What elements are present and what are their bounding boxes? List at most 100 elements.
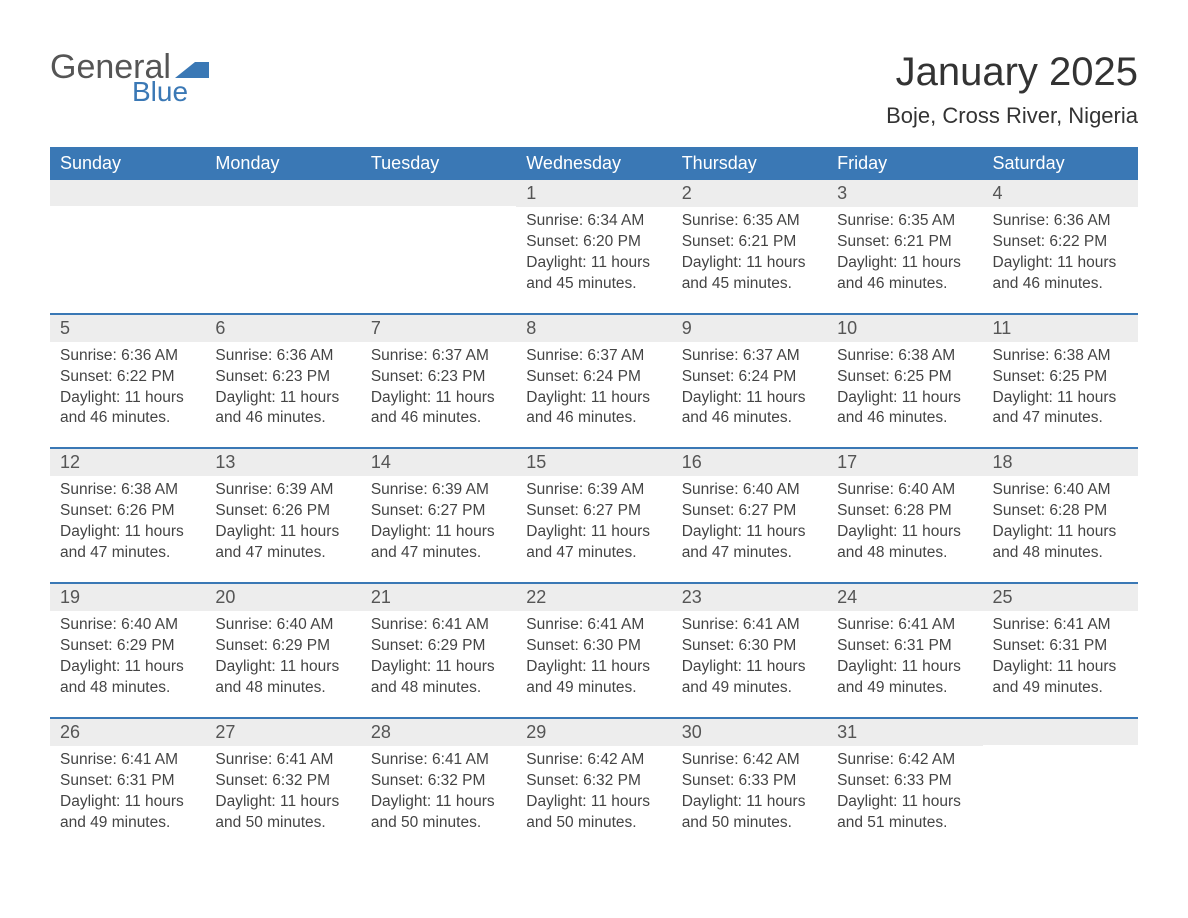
sunrise-text: Sunrise: 6:40 AM (682, 480, 817, 501)
day-number: 25 (983, 584, 1138, 611)
sunset-text: Sunset: 6:29 PM (60, 636, 195, 657)
day-details: Sunrise: 6:39 AMSunset: 6:27 PMDaylight:… (361, 476, 516, 564)
sunrise-text: Sunrise: 6:41 AM (371, 615, 506, 636)
sunrise-text: Sunrise: 6:38 AM (60, 480, 195, 501)
daylight-text: Daylight: 11 hours and 47 minutes. (993, 388, 1128, 430)
day-header: Saturday (983, 147, 1138, 180)
calendar: SundayMondayTuesdayWednesdayThursdayFrid… (50, 147, 1138, 851)
sunrise-text: Sunrise: 6:38 AM (993, 346, 1128, 367)
day-cell: 30Sunrise: 6:42 AMSunset: 6:33 PMDayligh… (672, 719, 827, 852)
sunrise-text: Sunrise: 6:40 AM (993, 480, 1128, 501)
day-details: Sunrise: 6:41 AMSunset: 6:31 PMDaylight:… (983, 611, 1138, 699)
sunrise-text: Sunrise: 6:39 AM (371, 480, 506, 501)
sunrise-text: Sunrise: 6:41 AM (215, 750, 350, 771)
daylight-text: Daylight: 11 hours and 49 minutes. (837, 657, 972, 699)
day-number: 24 (827, 584, 982, 611)
day-cell: 15Sunrise: 6:39 AMSunset: 6:27 PMDayligh… (516, 449, 671, 582)
day-details: Sunrise: 6:41 AMSunset: 6:32 PMDaylight:… (205, 746, 360, 834)
day-cell: 21Sunrise: 6:41 AMSunset: 6:29 PMDayligh… (361, 584, 516, 717)
day-number: 16 (672, 449, 827, 476)
day-cell: 27Sunrise: 6:41 AMSunset: 6:32 PMDayligh… (205, 719, 360, 852)
daylight-text: Daylight: 11 hours and 49 minutes. (682, 657, 817, 699)
day-details: Sunrise: 6:36 AMSunset: 6:22 PMDaylight:… (983, 207, 1138, 295)
daylight-text: Daylight: 11 hours and 46 minutes. (682, 388, 817, 430)
sunrise-text: Sunrise: 6:40 AM (215, 615, 350, 636)
sunrise-text: Sunrise: 6:37 AM (682, 346, 817, 367)
page-header: General Blue January 2025 Boje, Cross Ri… (50, 50, 1138, 129)
day-cell: 25Sunrise: 6:41 AMSunset: 6:31 PMDayligh… (983, 584, 1138, 717)
day-cell (361, 180, 516, 313)
day-number: 8 (516, 315, 671, 342)
day-number: 17 (827, 449, 982, 476)
day-cell: 23Sunrise: 6:41 AMSunset: 6:30 PMDayligh… (672, 584, 827, 717)
day-number: 22 (516, 584, 671, 611)
week-row: 1Sunrise: 6:34 AMSunset: 6:20 PMDaylight… (50, 180, 1138, 313)
day-cell (50, 180, 205, 313)
sunrise-text: Sunrise: 6:40 AM (60, 615, 195, 636)
sunset-text: Sunset: 6:21 PM (837, 232, 972, 253)
day-cell: 22Sunrise: 6:41 AMSunset: 6:30 PMDayligh… (516, 584, 671, 717)
day-details: Sunrise: 6:38 AMSunset: 6:25 PMDaylight:… (983, 342, 1138, 430)
daylight-text: Daylight: 11 hours and 51 minutes. (837, 792, 972, 834)
daylight-text: Daylight: 11 hours and 48 minutes. (215, 657, 350, 699)
sunrise-text: Sunrise: 6:40 AM (837, 480, 972, 501)
logo-text-blue: Blue (132, 78, 209, 106)
day-number: 20 (205, 584, 360, 611)
sunset-text: Sunset: 6:30 PM (526, 636, 661, 657)
sunset-text: Sunset: 6:33 PM (682, 771, 817, 792)
sunrise-text: Sunrise: 6:38 AM (837, 346, 972, 367)
day-cell: 6Sunrise: 6:36 AMSunset: 6:23 PMDaylight… (205, 315, 360, 448)
day-details: Sunrise: 6:42 AMSunset: 6:32 PMDaylight:… (516, 746, 671, 834)
title-block: January 2025 Boje, Cross River, Nigeria (886, 50, 1138, 129)
sunset-text: Sunset: 6:32 PM (526, 771, 661, 792)
day-number: 4 (983, 180, 1138, 207)
day-details: Sunrise: 6:39 AMSunset: 6:27 PMDaylight:… (516, 476, 671, 564)
daylight-text: Daylight: 11 hours and 46 minutes. (60, 388, 195, 430)
day-header-row: SundayMondayTuesdayWednesdayThursdayFrid… (50, 147, 1138, 180)
day-number: 30 (672, 719, 827, 746)
day-details: Sunrise: 6:39 AMSunset: 6:26 PMDaylight:… (205, 476, 360, 564)
day-cell: 7Sunrise: 6:37 AMSunset: 6:23 PMDaylight… (361, 315, 516, 448)
day-cell: 12Sunrise: 6:38 AMSunset: 6:26 PMDayligh… (50, 449, 205, 582)
day-number (983, 719, 1138, 745)
sunrise-text: Sunrise: 6:41 AM (993, 615, 1128, 636)
sunrise-text: Sunrise: 6:35 AM (682, 211, 817, 232)
daylight-text: Daylight: 11 hours and 46 minutes. (526, 388, 661, 430)
day-header: Tuesday (361, 147, 516, 180)
sunset-text: Sunset: 6:24 PM (526, 367, 661, 388)
day-cell: 26Sunrise: 6:41 AMSunset: 6:31 PMDayligh… (50, 719, 205, 852)
day-cell: 14Sunrise: 6:39 AMSunset: 6:27 PMDayligh… (361, 449, 516, 582)
day-number: 7 (361, 315, 516, 342)
daylight-text: Daylight: 11 hours and 47 minutes. (60, 522, 195, 564)
day-number: 2 (672, 180, 827, 207)
sunset-text: Sunset: 6:22 PM (60, 367, 195, 388)
sunset-text: Sunset: 6:29 PM (215, 636, 350, 657)
daylight-text: Daylight: 11 hours and 50 minutes. (682, 792, 817, 834)
daylight-text: Daylight: 11 hours and 50 minutes. (371, 792, 506, 834)
daylight-text: Daylight: 11 hours and 47 minutes. (215, 522, 350, 564)
day-details: Sunrise: 6:37 AMSunset: 6:23 PMDaylight:… (361, 342, 516, 430)
daylight-text: Daylight: 11 hours and 47 minutes. (682, 522, 817, 564)
day-cell: 16Sunrise: 6:40 AMSunset: 6:27 PMDayligh… (672, 449, 827, 582)
daylight-text: Daylight: 11 hours and 50 minutes. (215, 792, 350, 834)
daylight-text: Daylight: 11 hours and 45 minutes. (526, 253, 661, 295)
day-details: Sunrise: 6:41 AMSunset: 6:29 PMDaylight:… (361, 611, 516, 699)
day-details: Sunrise: 6:40 AMSunset: 6:27 PMDaylight:… (672, 476, 827, 564)
sunset-text: Sunset: 6:23 PM (371, 367, 506, 388)
day-details: Sunrise: 6:40 AMSunset: 6:29 PMDaylight:… (50, 611, 205, 699)
daylight-text: Daylight: 11 hours and 47 minutes. (371, 522, 506, 564)
week-row: 19Sunrise: 6:40 AMSunset: 6:29 PMDayligh… (50, 582, 1138, 717)
day-details: Sunrise: 6:36 AMSunset: 6:23 PMDaylight:… (205, 342, 360, 430)
day-cell: 20 Sunrise: 6:40 AMSunset: 6:29 PMDayligh… (205, 584, 360, 717)
daylight-text: Daylight: 11 hours and 48 minutes. (993, 522, 1128, 564)
sunset-text: Sunset: 6:32 PM (215, 771, 350, 792)
day-cell: 2Sunrise: 6:35 AMSunset: 6:21 PMDaylight… (672, 180, 827, 313)
day-number: 28 (361, 719, 516, 746)
day-details: Sunrise: 6:41 AMSunset: 6:31 PMDaylight:… (827, 611, 982, 699)
day-number: 9 (672, 315, 827, 342)
day-cell: 11Sunrise: 6:38 AMSunset: 6:25 PMDayligh… (983, 315, 1138, 448)
sunset-text: Sunset: 6:31 PM (993, 636, 1128, 657)
day-details: Sunrise: 6:37 AMSunset: 6:24 PMDaylight:… (672, 342, 827, 430)
sunset-text: Sunset: 6:31 PM (837, 636, 972, 657)
daylight-text: Daylight: 11 hours and 48 minutes. (60, 657, 195, 699)
